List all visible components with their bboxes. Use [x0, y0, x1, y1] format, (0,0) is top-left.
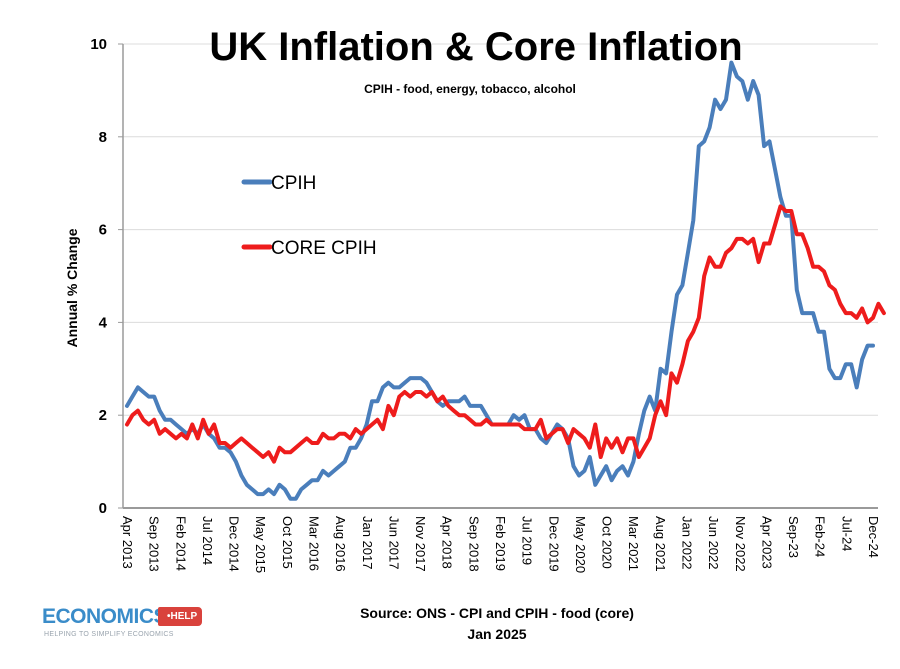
x-tick-label: May 2020: [573, 516, 588, 573]
x-tick-label: Apr 2023: [759, 516, 774, 569]
y-tick-label: 4: [99, 314, 108, 331]
x-tick-label: Sep 2018: [466, 516, 481, 572]
x-tick-label: Feb-24: [813, 516, 828, 557]
x-tick-label: Apr 2013: [120, 516, 135, 569]
logo-tagline: HELPING TO SIMPLIFY ECONOMICS: [44, 631, 174, 638]
x-tick-label: Jul 2019: [520, 516, 535, 565]
x-tick-label: Mar 2016: [307, 516, 322, 571]
y-tick-label: 8: [99, 129, 107, 146]
x-tick-label: Dec-24: [866, 516, 881, 558]
x-tick-label: Dec 2014: [227, 516, 242, 572]
x-tick-label: Feb 2019: [493, 516, 508, 571]
legend: CPIH CORE CPIH: [241, 173, 377, 259]
series-lines: [125, 60, 886, 501]
x-tick-label: Aug 2021: [653, 516, 668, 572]
logo-help-tag: •HELP: [158, 607, 203, 626]
x-tick-label: Jun 2022: [706, 516, 721, 570]
legend-label-cpih: CPIH: [271, 173, 316, 194]
y-tick-label: 0: [99, 500, 107, 517]
x-tick-label: Nov 2017: [413, 516, 428, 572]
y-axis-label: Annual % Change: [64, 228, 80, 347]
source-note: Source: ONS - CPI and CPIH - food (core): [360, 605, 634, 621]
y-tick-label: 10: [90, 36, 107, 53]
series-line-cpih: [125, 60, 875, 501]
x-tick-label: Dec 2019: [546, 516, 561, 572]
x-tick-label: Jul-24: [839, 516, 854, 551]
x-tick-label: Jul 2014: [200, 516, 215, 565]
x-tick-label: Jan 2017: [360, 516, 375, 570]
x-tick-label: Jun 2017: [386, 516, 401, 570]
chart-title: UK Inflation & Core Inflation: [209, 25, 742, 69]
x-tick-label: Oct 2015: [280, 516, 295, 569]
x-tick-labels: Apr 2013 Sep 2013 Feb 2014 Jul 2014 Dec 2014…: [120, 516, 881, 573]
legend-label-core-cpih: CORE CPIH: [271, 238, 377, 259]
x-tick-label: Sep 2013: [147, 516, 162, 572]
y-tick-label: 6: [99, 222, 107, 239]
gridlines: [123, 43, 878, 416]
x-tick-label: May 2015: [253, 516, 268, 573]
x-tick-label: Feb 2014: [173, 516, 188, 571]
x-tick-label: Nov 2022: [733, 516, 748, 572]
y-tick-label: 2: [99, 407, 107, 424]
x-tick-label: Jan 2022: [680, 516, 695, 570]
x-tick-label: Aug 2016: [333, 516, 348, 572]
y-tick-labels: 0 2 4 6 8 10: [90, 36, 123, 517]
series-line-core-cpih: [125, 204, 886, 464]
x-tick-label: Sep-23: [786, 516, 801, 558]
x-tick-label: Apr 2018: [440, 516, 455, 569]
chart-subtitle: CPIH - food, energy, tobacco, alcohol: [364, 82, 576, 96]
x-tick-label: Mar 2021: [626, 516, 641, 571]
x-tick-label: Oct 2020: [600, 516, 615, 569]
date-note: Jan 2025: [467, 626, 526, 642]
logo-wordmark: ECONOMICS: [42, 605, 168, 628]
economics-help-logo[interactable]: ECONOMICS •HELP HELPING TO SIMPLIFY ECON…: [42, 605, 203, 645]
